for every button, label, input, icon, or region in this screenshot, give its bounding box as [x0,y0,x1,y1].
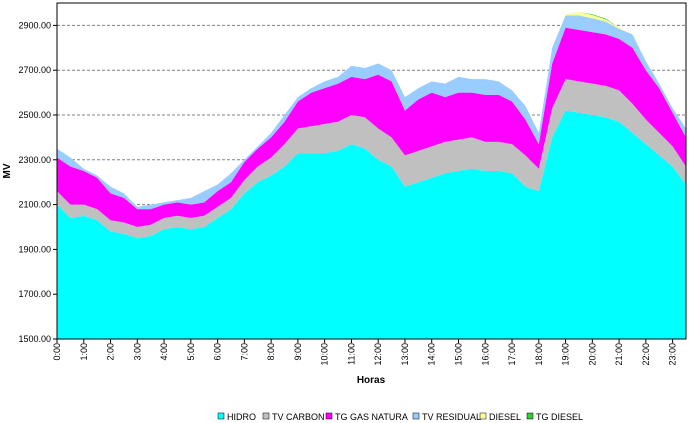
legend-label: TG DIESEL [536,412,583,422]
x-tick-label: 9:00 [293,343,303,361]
legend-swatch [217,412,225,420]
legend-swatch [412,412,420,420]
area [57,15,686,210]
x-tick-label: 11:00 [346,343,356,365]
y-tick-label: 1500.00 [18,334,51,344]
y-tick-label: 1700.00 [18,289,51,299]
area [57,27,686,227]
x-tick-label: 2:00 [106,343,116,361]
x-tick-label: 1:00 [79,343,89,361]
y-tick-label: 2300.00 [18,155,51,165]
legend-label: TV RESIDUAL [422,412,481,422]
area [57,110,686,340]
x-tick-label: 21:00 [614,343,624,366]
legend-swatch [262,412,270,420]
x-tick-label: 19:00 [561,343,571,366]
y-tick-label: 1900.00 [18,244,51,254]
x-tick-label: 18:00 [534,343,544,366]
x-tick-label: 17:00 [507,343,517,366]
x-tick-label: 22:00 [641,343,651,366]
y-tick-label: 2100.00 [18,200,51,210]
x-tick-label: 13:00 [400,343,410,366]
x-tick-label: 12:00 [373,343,383,366]
x-tick-label: 6:00 [213,343,223,361]
area [57,79,686,239]
legend-label: HIDRO [227,412,256,422]
x-tick-label: 5:00 [186,343,196,361]
x-tick-label: 14:00 [427,343,437,366]
x-tick-label: 23:00 [668,343,678,366]
y-tick-label: 2700.00 [18,65,51,75]
legend-swatch [479,412,487,420]
x-tick-label: 0:00 [52,343,62,361]
legend-swatch [526,412,534,420]
x-tick-label: 8:00 [266,343,276,361]
x-tick-label: 4:00 [159,343,169,361]
x-tick-label: 3:00 [132,343,142,361]
x-tick-label: 15:00 [453,343,463,366]
x-tick-label: 16:00 [480,343,490,366]
legend-label: TV CARBON [272,412,325,422]
x-tick-label: 7:00 [239,343,249,361]
x-axis-label: Horas [357,375,386,386]
legend-label: TG GAS NATURA [335,412,408,422]
plot-border [56,2,687,340]
legend-swatch [325,412,333,420]
y-axis-label: MV [2,163,13,178]
y-tick-label: 2900.00 [18,20,51,30]
x-tick-label: 10:00 [320,343,330,366]
y-tick-label: 2500.00 [18,110,51,120]
legend-label: DIESEL [489,412,521,422]
x-tick-label: 20:00 [587,343,597,366]
